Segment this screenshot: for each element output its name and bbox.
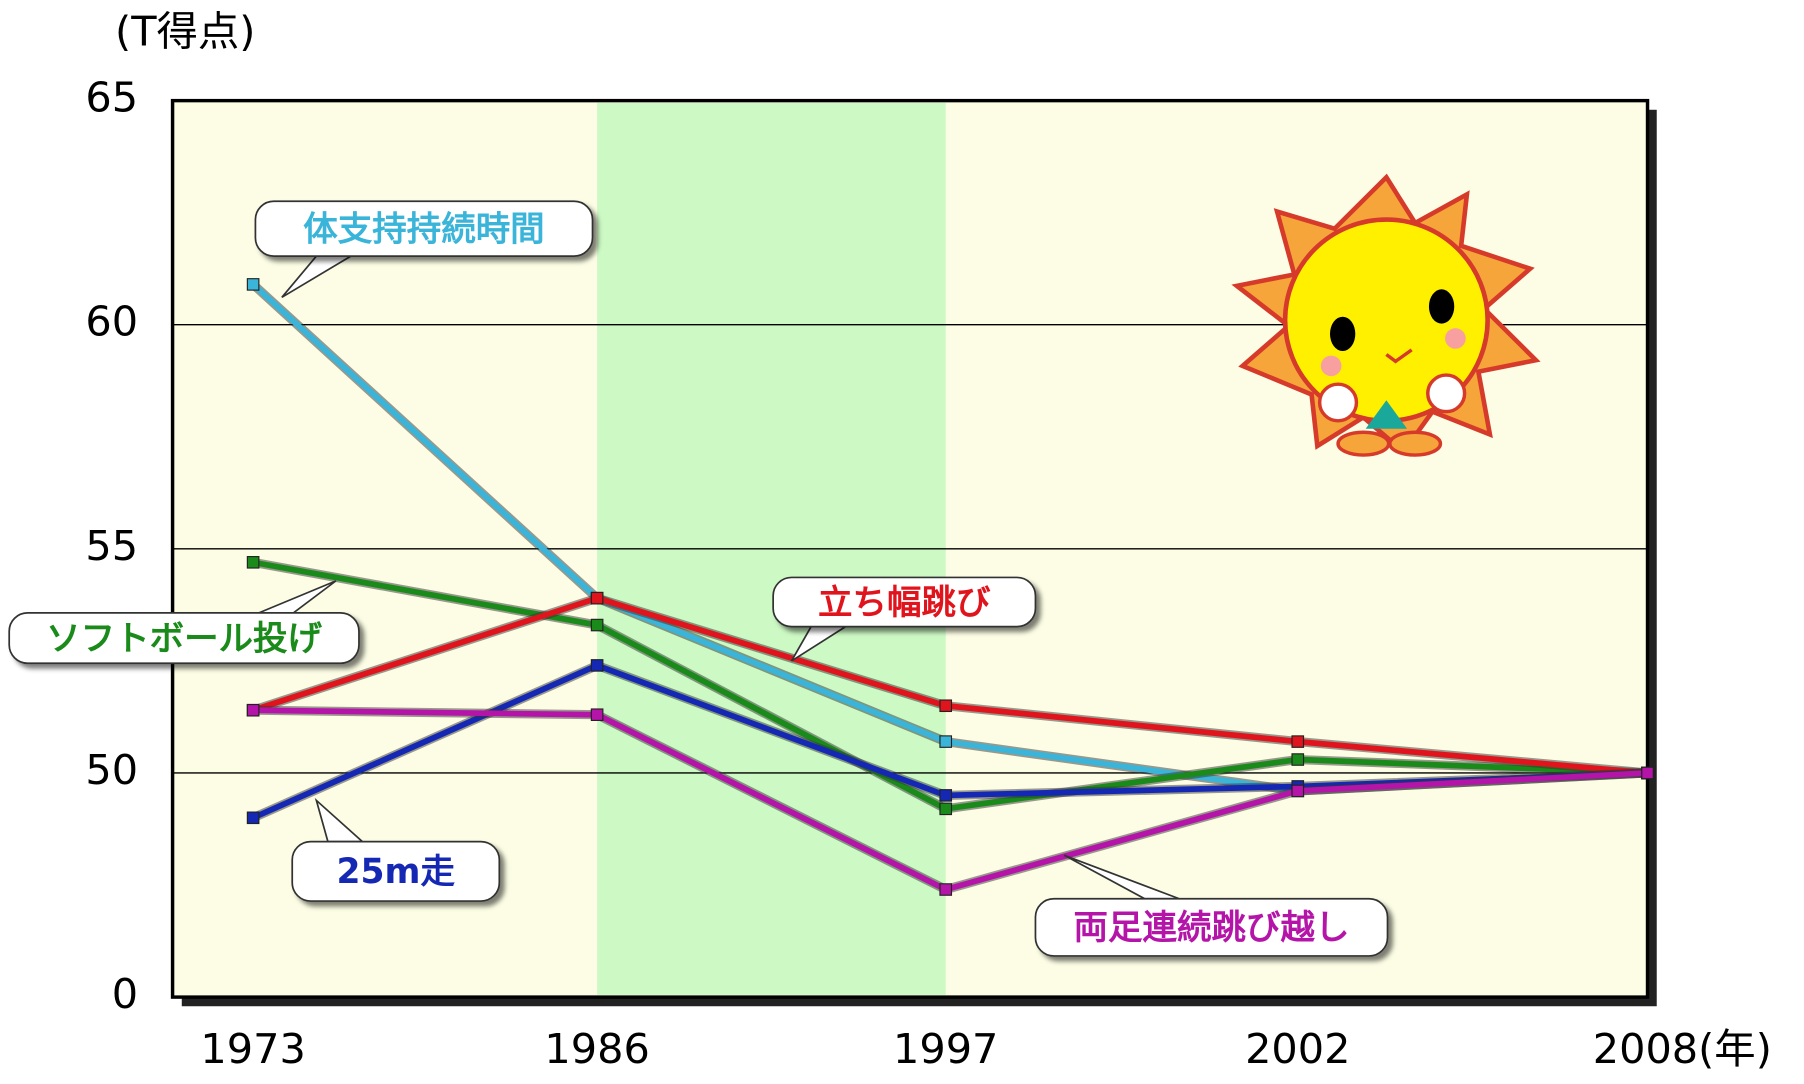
point-marker (590, 618, 604, 632)
point-marker (939, 699, 953, 713)
point-marker (1291, 753, 1305, 766)
x-tick-label: 2008 (1593, 1025, 1698, 1073)
legend-label: 立ち幅跳び (818, 583, 991, 623)
x-tick-label: 2002 (1245, 1025, 1350, 1073)
y-tick-label: 50 (85, 746, 138, 794)
point-marker (1641, 766, 1654, 780)
legend-label: 25m走 (337, 852, 456, 892)
point-marker (939, 789, 953, 802)
sun (1231, 173, 1541, 457)
point-marker (939, 883, 953, 896)
y-tick-label: 65 (85, 74, 138, 122)
callout-box (8, 612, 360, 665)
point-marker (939, 735, 953, 748)
legend-label: ソフトボール投げ (46, 619, 323, 659)
point-marker (246, 556, 260, 569)
x-tick-label: 1986 (544, 1025, 649, 1073)
point-marker (590, 591, 604, 605)
point-marker (246, 278, 260, 291)
point-marker (1291, 735, 1305, 748)
x-tick-label: 1997 (893, 1025, 998, 1073)
y-tick-label: 60 (85, 298, 138, 346)
x-unit-label: (年) (1698, 1025, 1772, 1073)
y-tick-label: 0 (112, 970, 138, 1018)
callout-box (254, 200, 594, 257)
point-marker (590, 708, 604, 721)
point-marker (1291, 784, 1305, 798)
point-marker (939, 802, 953, 816)
point-marker (246, 811, 260, 825)
legend-label: 体支持持続時間 (303, 210, 544, 250)
callout-box (1034, 897, 1389, 957)
point-marker (590, 659, 604, 672)
x-tick-label: 1973 (200, 1025, 305, 1073)
point-marker (246, 703, 260, 717)
callout-box (291, 840, 501, 902)
y-unit-label: (T得点) (115, 7, 255, 55)
y-tick-label: 55 (85, 522, 138, 570)
callout-box (772, 576, 1037, 628)
legend-label: 両足連続跳び越し (1073, 908, 1349, 948)
